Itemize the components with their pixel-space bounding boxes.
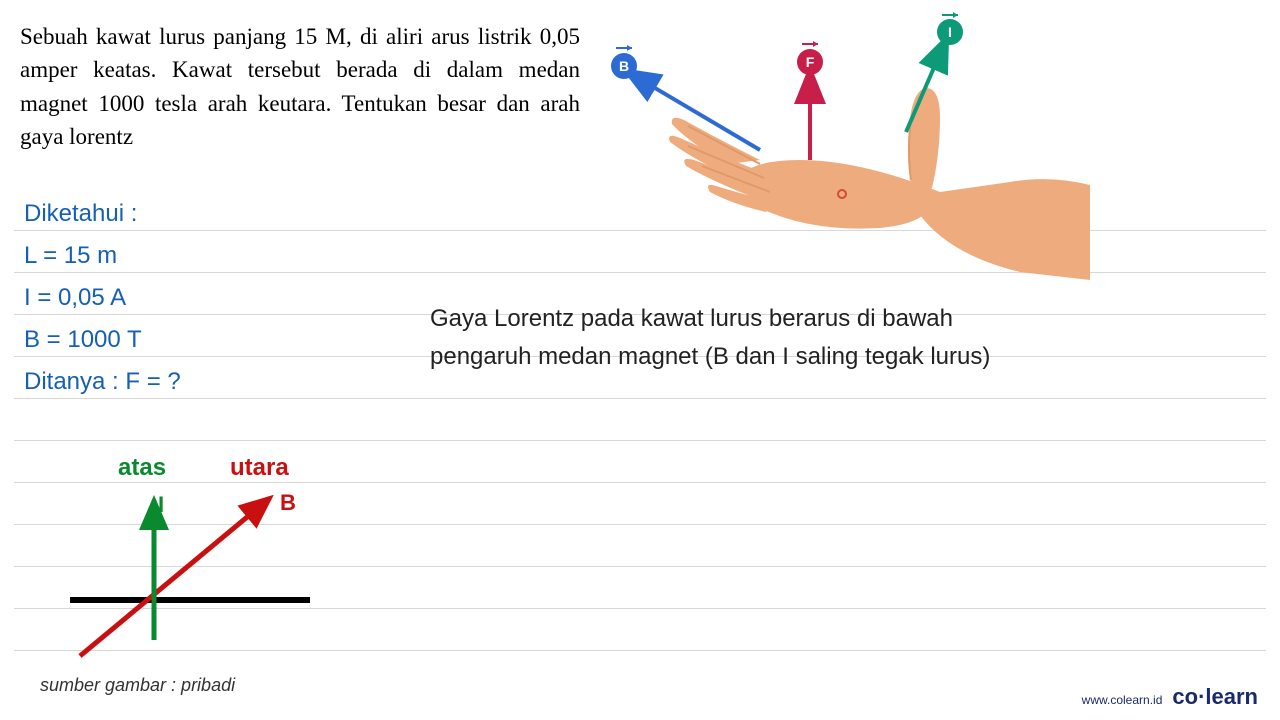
known-asked: Ditanya : F = ? — [24, 368, 181, 396]
hand-F-label: F — [806, 54, 815, 70]
hand-B-label: B — [619, 58, 629, 74]
hand-forearm — [920, 179, 1090, 280]
known-B: B = 1000 T — [24, 326, 142, 354]
brand-logo: co·learn — [1172, 684, 1258, 709]
known-header: Diketahui : — [24, 200, 137, 228]
vector-diagram — [70, 460, 350, 660]
hand-I-label: I — [948, 24, 952, 40]
explanation-line1: Gaya Lorentz pada kawat lurus berarus di… — [430, 305, 953, 332]
known-I: I = 0,05 A — [24, 284, 126, 312]
hand-illustration: B F I — [610, 10, 1090, 280]
hand-thumb — [908, 88, 940, 190]
problem-text: Sebuah kawat lurus panjang 15 M, di alir… — [20, 20, 580, 153]
explanation-line2: pengaruh medan magnet (B dan I saling te… — [430, 343, 990, 370]
brand-logo-suffix: learn — [1205, 684, 1258, 709]
brand-logo-prefix: co — [1172, 684, 1198, 709]
image-source: sumber gambar : pribadi — [40, 675, 235, 696]
explanation-text: Gaya Lorentz pada kawat lurus berarus di… — [430, 300, 1150, 377]
known-L: L = 15 m — [24, 242, 117, 270]
brand-footer: www.colearn.id co·learn — [1082, 684, 1258, 710]
brand-url: www.colearn.id — [1082, 693, 1163, 707]
B-arrow — [80, 498, 270, 656]
